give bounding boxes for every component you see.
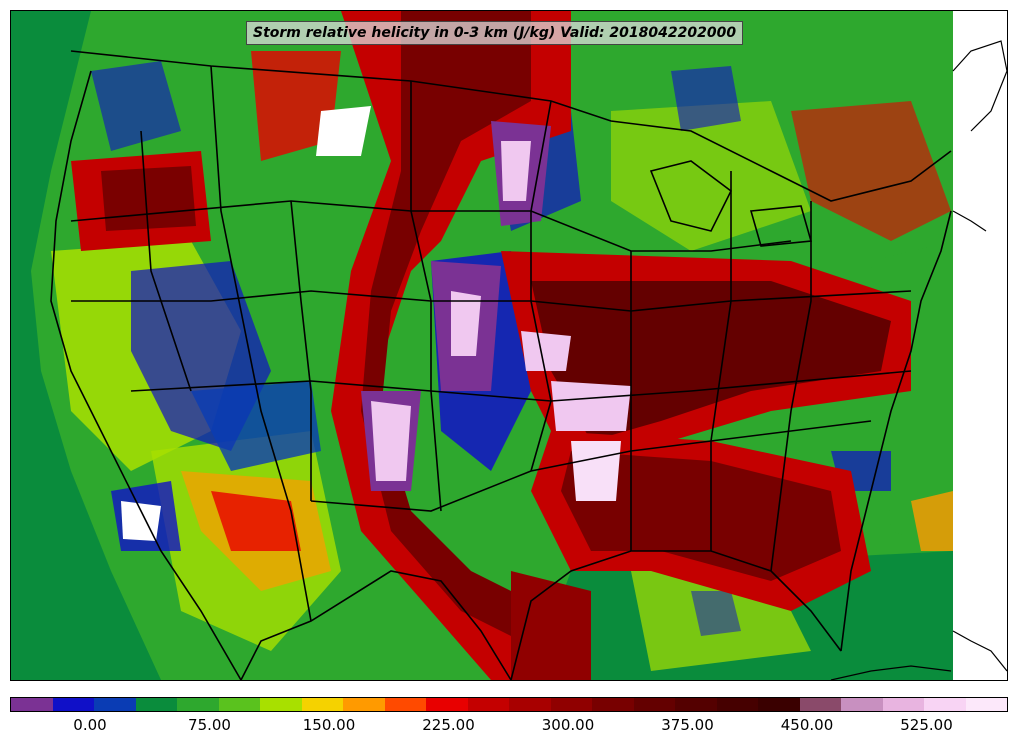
- field-pink-arkansas: [551, 381, 631, 431]
- colorbar-segment: [135, 698, 177, 711]
- colorbar-tick-label: 375.00: [661, 716, 714, 734]
- colorbar-segment: [52, 698, 94, 711]
- pacific-green: [11, 11, 161, 680]
- colorbar-segment: [509, 698, 551, 711]
- colorbar-segment: [177, 698, 219, 711]
- colorbar-segment: [550, 698, 592, 711]
- colorbar-segment: [11, 698, 53, 711]
- colorbar-segment: [965, 698, 1007, 711]
- map-title-text: Storm relative helicity in 0-3 km (J/kg)…: [253, 25, 737, 41]
- field-pink-kansas: [451, 291, 481, 356]
- field-pink-montana: [316, 106, 371, 156]
- state-line-5: [210, 65, 312, 622]
- colorbar-segment: [384, 698, 426, 711]
- colorbar-tick-label: 525.00: [900, 716, 953, 734]
- field-blue-4: [91, 61, 181, 151]
- colorbar-segment: [882, 698, 924, 711]
- colorbar-segment: [260, 698, 302, 711]
- field-darkred-plains-band: [361, 11, 551, 651]
- colorbar-tick-label: 225.00: [422, 716, 475, 734]
- colorbar-segment: [675, 698, 717, 711]
- colorbar-tick-label: 75.00: [188, 716, 231, 734]
- field-pink-dakotas: [501, 141, 531, 201]
- field-blue-5: [671, 66, 741, 131]
- great-lakes: [649, 160, 813, 247]
- state-line-6: [290, 200, 312, 501]
- field-blue-2: [191, 381, 321, 471]
- state-line-7: [410, 81, 442, 512]
- east-coast: [840, 210, 952, 652]
- colorbar-segment: [592, 698, 634, 711]
- field-white-california: [121, 501, 161, 541]
- state-line-11: [770, 201, 812, 572]
- field-blue-7: [691, 591, 741, 636]
- colorbar-segment: [467, 698, 509, 711]
- west-coast: [50, 70, 242, 680]
- state-line-8: [530, 100, 552, 472]
- colorbar-tick-label: 150.00: [302, 716, 356, 734]
- field-orange-atlantic: [911, 491, 953, 551]
- colorbar-tick-label: 0.00: [73, 716, 107, 734]
- colorbar-segment: [924, 698, 966, 711]
- state-line-4: [310, 420, 872, 512]
- boundary-lines: [50, 50, 952, 680]
- colorbar-segment: [426, 698, 468, 711]
- colorbar: [10, 697, 1008, 712]
- field-darkred-gulf: [511, 571, 591, 680]
- colorbar-segment: [841, 698, 883, 711]
- colorbar-segment: [343, 698, 385, 711]
- country-border-north: [70, 50, 952, 202]
- colorbar-segment: [716, 698, 758, 711]
- field-pink-missouri: [521, 331, 571, 371]
- colorbar-segment: [301, 698, 343, 711]
- outside-domain-area: [953, 11, 1007, 680]
- colorbar-tick-label: 450.00: [780, 716, 834, 734]
- field-red-east: [791, 101, 951, 241]
- colorbar-segment: [799, 698, 841, 711]
- state-line-10: [710, 171, 732, 551]
- colorbar-segment: [94, 698, 136, 711]
- gulf-coast: [510, 550, 842, 680]
- southern-outlines: [830, 665, 952, 680]
- colorbar-segment: [218, 698, 260, 711]
- state-line-3: [130, 370, 912, 402]
- map-title: Storm relative helicity in 0-3 km (J/kg)…: [246, 21, 744, 45]
- state-line-2: [71, 290, 912, 312]
- field-pink-texas: [371, 401, 411, 481]
- colorbar-segment: [633, 698, 675, 711]
- map-panel: [10, 10, 1008, 681]
- field-red-southwest: [211, 491, 301, 551]
- field-pink-louisiana: [571, 441, 621, 501]
- east-coastlines: [952, 40, 1007, 672]
- colorbar-tick-labels: 0.00 75.00 150.00 225.00 300.00 375.00 450.00 5…: [10, 716, 1008, 736]
- colorbar-segment: [758, 698, 800, 711]
- helicity-map: [11, 11, 1007, 680]
- mexico-border: [240, 570, 512, 680]
- state-line-12: [140, 130, 192, 392]
- field-darkred-northwest: [101, 166, 196, 231]
- colorbar-tick-label: 300.00: [541, 716, 595, 734]
